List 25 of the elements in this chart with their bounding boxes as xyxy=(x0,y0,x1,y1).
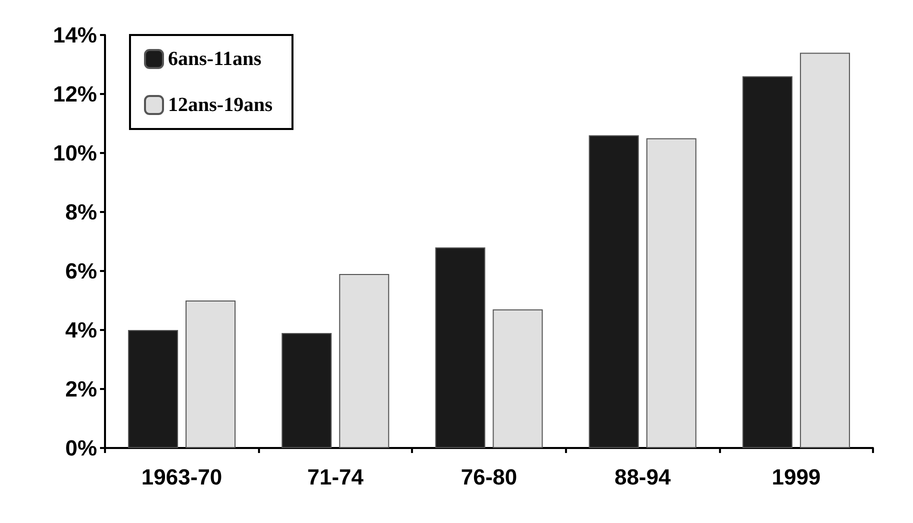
bar xyxy=(588,135,639,448)
y-tick-label: 8% xyxy=(65,200,97,224)
bar xyxy=(128,330,178,448)
bar xyxy=(186,300,236,448)
bar xyxy=(435,247,486,448)
x-tick-label: 76-80 xyxy=(460,464,518,490)
x-tick-label: 1999 xyxy=(772,464,821,490)
y-tick-label: 6% xyxy=(65,258,97,284)
x-tick-label: 1963-70 xyxy=(141,464,222,490)
legend-label: 6ans-11ans xyxy=(168,48,262,70)
y-tick-label: 0% xyxy=(65,436,97,460)
bar xyxy=(282,332,332,448)
y-tick-label: 12% xyxy=(52,82,97,106)
y-tick-label: 2% xyxy=(65,376,97,402)
x-tick-label: 88-94 xyxy=(614,464,672,490)
bar xyxy=(800,52,850,448)
y-tick-label: 10% xyxy=(52,140,97,166)
bar xyxy=(339,274,390,448)
bar xyxy=(742,76,792,448)
y-tick-label: 4% xyxy=(65,318,97,342)
legend-label: 12ans-19ans xyxy=(168,94,273,116)
bar xyxy=(492,309,543,448)
x-tick-label: 71-74 xyxy=(307,464,364,490)
y-tick-label: 14% xyxy=(52,22,97,48)
bar xyxy=(646,138,696,448)
